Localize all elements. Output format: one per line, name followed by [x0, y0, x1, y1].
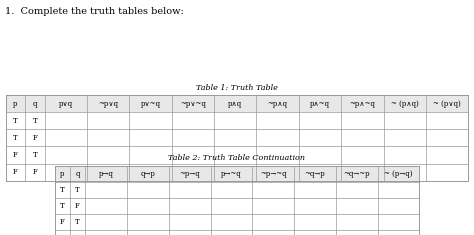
Text: F: F: [32, 134, 37, 142]
Text: p: p: [60, 170, 64, 178]
Text: p→~q: p→~q: [221, 170, 242, 178]
Text: p: p: [13, 100, 18, 108]
Bar: [55, 166, 419, 182]
Text: F: F: [13, 151, 18, 159]
Text: T: T: [60, 202, 64, 210]
Text: F: F: [13, 168, 18, 176]
Text: Table 2: Truth Table Continuation: Table 2: Truth Table Continuation: [168, 154, 306, 162]
Text: ~p∧~q: ~p∧~q: [349, 100, 375, 108]
Text: ~p∧q: ~p∧q: [268, 100, 288, 108]
Text: ~p∨q: ~p∨q: [98, 100, 118, 108]
Text: F: F: [75, 234, 80, 235]
Text: ~q→~p: ~q→~p: [344, 170, 370, 178]
Text: ~p→~q: ~p→~q: [260, 170, 287, 178]
Text: p→q: p→q: [99, 170, 113, 178]
Bar: [6, 95, 468, 112]
Text: ~ (p∨q): ~ (p∨q): [433, 100, 461, 108]
Text: T: T: [60, 186, 64, 194]
Text: F: F: [60, 218, 64, 226]
Text: F: F: [60, 234, 64, 235]
Text: T: T: [32, 117, 37, 125]
Text: ~p∨~q: ~p∨~q: [180, 100, 206, 108]
Bar: [6, 95, 468, 181]
Text: T: T: [13, 117, 18, 125]
Text: F: F: [32, 168, 37, 176]
Text: T: T: [75, 218, 80, 226]
Text: F: F: [75, 202, 80, 210]
Text: p∧~q: p∧~q: [310, 100, 330, 108]
Text: ~q→p: ~q→p: [305, 170, 325, 178]
Text: p∨q: p∨q: [59, 100, 73, 108]
Text: T: T: [32, 151, 37, 159]
Text: ~p→q: ~p→q: [179, 170, 200, 178]
Text: p∧q: p∧q: [228, 100, 242, 108]
Text: ~ (p∧q): ~ (p∧q): [391, 100, 419, 108]
Bar: [55, 182, 419, 235]
Text: 1.  Complete the truth tables below:: 1. Complete the truth tables below:: [5, 7, 183, 16]
Bar: [55, 166, 419, 235]
Text: q: q: [75, 170, 80, 178]
Bar: [6, 112, 468, 181]
Text: T: T: [75, 186, 80, 194]
Text: q→p: q→p: [140, 170, 155, 178]
Text: Table 1: Truth Table: Table 1: Truth Table: [196, 84, 278, 92]
Text: ~ (p→q): ~ (p→q): [384, 170, 413, 178]
Text: q: q: [33, 100, 37, 108]
Text: T: T: [13, 134, 18, 142]
Text: p∨~q: p∨~q: [140, 100, 161, 108]
